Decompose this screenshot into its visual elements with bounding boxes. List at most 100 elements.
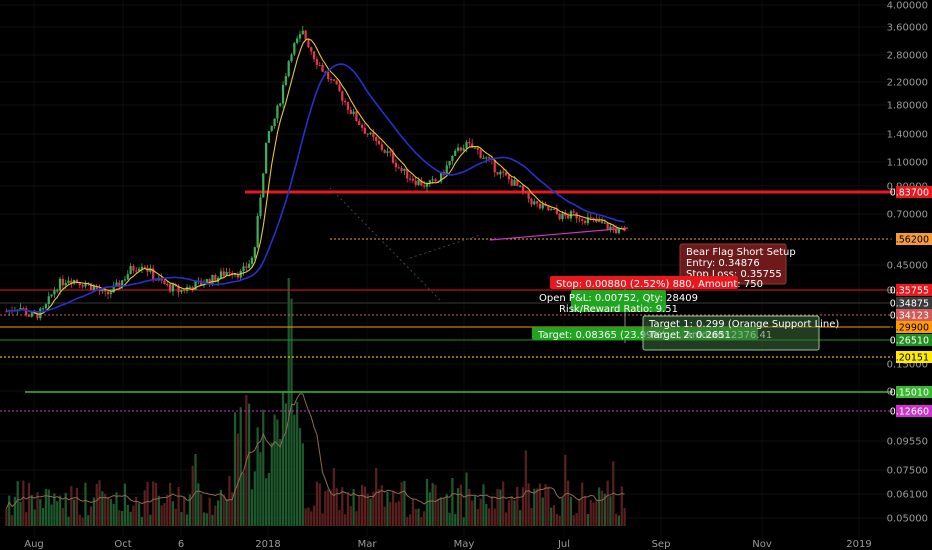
volume-bar	[307, 507, 310, 526]
volume-bar	[84, 482, 87, 526]
volume-bar	[33, 509, 36, 526]
candle-body	[440, 171, 443, 182]
volume-bar	[355, 511, 358, 526]
candle-body	[53, 290, 56, 295]
candle-body	[250, 257, 254, 264]
candle-body	[22, 307, 25, 309]
volume-bar	[27, 482, 31, 526]
candle-body	[527, 191, 530, 199]
candle-body	[346, 102, 350, 110]
candle-body	[397, 167, 400, 169]
candle-body	[70, 280, 73, 284]
candle-body	[163, 280, 166, 284]
volume-bar	[572, 515, 575, 526]
volume-bar	[89, 506, 93, 526]
volume-bar	[440, 497, 443, 526]
candle-body	[471, 143, 474, 148]
x-tick-label: Nov	[752, 539, 772, 550]
x-tick-label: Sep	[652, 539, 671, 550]
candle-body	[259, 197, 262, 216]
candle-body	[19, 307, 22, 310]
candle-body	[363, 127, 367, 134]
candle-body	[341, 91, 344, 101]
volume-bar	[39, 499, 42, 526]
candle-body	[321, 65, 324, 72]
volume-bar	[95, 483, 98, 526]
dotted-trendline	[329, 187, 441, 301]
volume-bar	[592, 502, 595, 526]
candle-body	[349, 109, 352, 114]
volume-bar	[615, 513, 618, 526]
candle-body	[406, 168, 409, 179]
volume-bar	[603, 493, 606, 526]
candle-body	[513, 180, 516, 186]
volume-bar	[567, 480, 570, 526]
volume-bar	[535, 488, 539, 526]
volume-bar	[101, 491, 104, 526]
volume-bar	[586, 514, 590, 526]
candle-body	[487, 157, 491, 159]
volume-bar	[19, 502, 22, 526]
stop-label-box	[550, 276, 738, 289]
price-level-tag	[896, 186, 932, 198]
volume-bar	[112, 503, 115, 526]
price-level-tag	[896, 233, 932, 245]
volume-bar	[304, 508, 307, 526]
volume-bar	[284, 403, 287, 526]
y-axis: 4.00000 3.60000 2.80000 2.20000 1.80000 1.400…	[887, 1, 932, 525]
volume-bar	[428, 492, 431, 526]
candle-body	[30, 313, 33, 317]
candle-body	[530, 198, 533, 205]
candle-body	[301, 30, 304, 35]
candle-body	[253, 247, 256, 258]
candle-body	[586, 217, 590, 224]
candle-body	[448, 160, 451, 166]
candle-body	[81, 285, 84, 287]
volume-bar	[98, 480, 101, 526]
candle-body	[256, 215, 259, 248]
candle-body	[98, 288, 101, 292]
candle-body	[183, 289, 186, 291]
candle-body	[344, 100, 347, 103]
volume-bar	[344, 514, 347, 526]
candle-body	[355, 111, 358, 122]
volume-bar	[417, 508, 420, 526]
targets-annotation-text: Target 2: 0.2651	[648, 330, 731, 341]
candle-body	[598, 220, 601, 222]
candle-body	[425, 183, 429, 187]
volume-bar	[146, 481, 149, 526]
volume-bar	[135, 496, 138, 526]
candle-body	[445, 165, 448, 176]
candles	[5, 25, 626, 321]
volume-bar	[298, 428, 302, 526]
candle-body	[567, 215, 570, 219]
volume-bar	[208, 497, 211, 526]
candle-body	[89, 283, 93, 290]
volume-bar	[92, 497, 96, 526]
pnl-label-box	[571, 290, 666, 312]
volume-bar	[456, 488, 460, 526]
volume-bar	[510, 495, 513, 526]
volume-bar	[524, 450, 527, 526]
y-tick-label: 0.70000	[887, 210, 928, 221]
volume-bar	[242, 472, 245, 526]
volume-bar	[10, 515, 14, 526]
candle-body	[307, 39, 310, 48]
candle-body	[149, 268, 152, 272]
candle-body	[459, 147, 462, 151]
y-tick-label: 0.07500	[887, 466, 928, 477]
volume-bar	[408, 514, 412, 526]
volume-bar	[228, 475, 231, 526]
candle-body	[583, 220, 587, 224]
candle-body	[352, 111, 355, 114]
volume-bar	[154, 483, 158, 526]
volume-bar	[329, 490, 333, 526]
candle-body	[106, 291, 110, 295]
volume-bar	[530, 508, 533, 526]
volume-bar	[78, 514, 81, 526]
volume-bar	[598, 487, 601, 526]
volume-bar	[544, 484, 547, 526]
volume-bar	[324, 490, 327, 526]
candle-body	[329, 79, 333, 81]
